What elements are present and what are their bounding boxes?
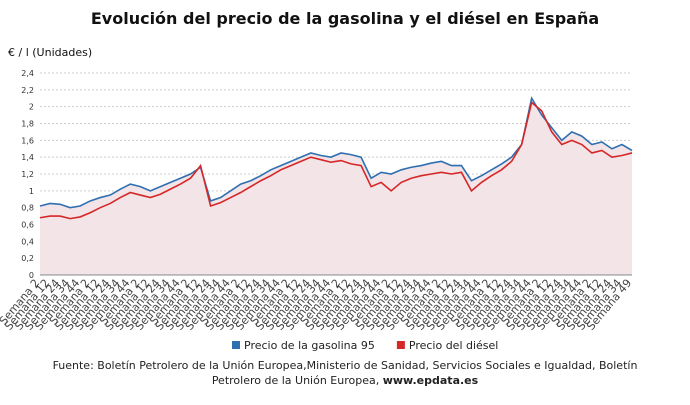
line (39, 96, 633, 209)
y-axis-label: € / l (Unidades) (8, 46, 92, 59)
area (40, 98, 632, 275)
y-tick-label: 2 (29, 103, 34, 112)
legend-label: Precio de la gasolina 95 (244, 339, 375, 352)
y-tick-label: 1,2 (21, 170, 34, 179)
source: Fuente: Boletín Petrolero de la Unión Eu… (30, 358, 660, 388)
chart-title: Evolución del precio de la gasolina y el… (91, 9, 599, 28)
y-tick-label: 2,4 (21, 69, 34, 78)
y-tick-label: 0,4 (21, 237, 34, 246)
y-tick-label: 0,8 (21, 204, 34, 213)
line (39, 101, 633, 220)
y-tick-label: 1,8 (21, 120, 34, 129)
y-tick-label: 1,6 (21, 136, 34, 145)
y-tick-label: 0 (29, 271, 34, 280)
legend-swatch (396, 341, 405, 349)
y-tick-label: 1,4 (21, 153, 34, 162)
y-tick-label: 0,6 (21, 221, 34, 230)
y-tick-label: 0,2 (21, 254, 34, 263)
chart: Evolución del precio de la gasolina y el… (0, 9, 634, 352)
source-link: www.epdata.es (382, 374, 479, 387)
legend-swatch (232, 341, 240, 349)
y-tick-label: 2,2 (21, 86, 34, 95)
legend-label: Precio del diésel (409, 339, 498, 352)
source-text: Fuente: Boletín Petrolero de la Unión Eu… (52, 359, 638, 387)
y-tick-label: 1 (29, 187, 34, 196)
